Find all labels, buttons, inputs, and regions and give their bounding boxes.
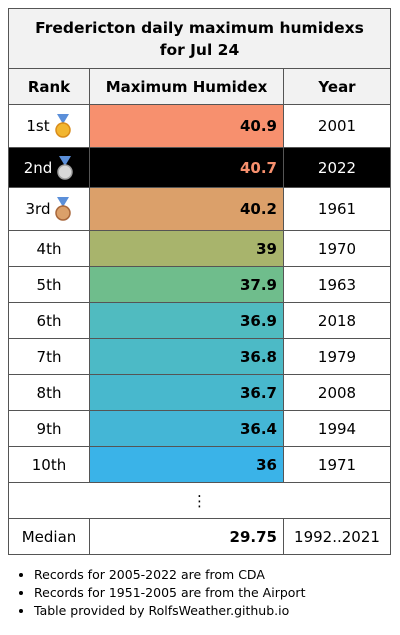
median-value: 29.75 [89, 518, 284, 555]
rank: 1st [26, 117, 50, 135]
median-years: 1992..2021 [283, 518, 391, 555]
humidex-value: 36.9 [89, 302, 284, 339]
humidex-value: 36.8 [89, 338, 284, 375]
humidex-value: 36 [89, 446, 284, 483]
year: 1979 [283, 338, 391, 375]
year: 2001 [283, 104, 391, 148]
rank-cell: 10th [8, 446, 90, 483]
rank-cell: 9th [8, 410, 90, 447]
year: 1994 [283, 410, 391, 447]
rank-cell: 8th [8, 374, 90, 411]
humidex-value: 39 [89, 230, 284, 267]
notes: Records for 2005-2022 are from CDARecord… [14, 566, 305, 620]
rank-cell: 4th [8, 230, 90, 267]
ellipsis: ⋮ [8, 482, 391, 519]
rank-cell: 3rd [8, 187, 90, 231]
table-title: Fredericton daily maximum humidexs for J… [8, 8, 391, 69]
rank: 9th [36, 419, 62, 438]
medal-icon [54, 114, 71, 138]
column-header: Year [283, 68, 391, 105]
rank: 8th [36, 383, 62, 402]
rank: 3rd [25, 200, 51, 218]
year: 1963 [283, 266, 391, 303]
rank: 5th [36, 275, 62, 294]
year: 2008 [283, 374, 391, 411]
year: 2018 [283, 302, 391, 339]
rank-cell: 2nd [8, 147, 90, 188]
year: 1971 [283, 446, 391, 483]
rank: 10th [31, 455, 67, 474]
humidex-value: 40.2 [89, 187, 284, 231]
medal-icon [55, 197, 72, 221]
median-label: Median [8, 518, 90, 555]
rank-cell: 1st [8, 104, 90, 148]
humidex-value: 40.7 [89, 147, 284, 188]
column-header: Maximum Humidex [89, 68, 284, 105]
rank: 2nd [23, 158, 53, 177]
humidex-value: 36.4 [89, 410, 284, 447]
column-header: Rank [8, 68, 90, 105]
year: 2022 [283, 147, 391, 188]
rank: 4th [36, 239, 62, 258]
rank-cell: 7th [8, 338, 90, 375]
humidex-value: 40.9 [89, 104, 284, 148]
year: 1970 [283, 230, 391, 267]
humidex-value: 36.7 [89, 374, 284, 411]
note: Records for 1951-2005 are from the Airpo… [34, 584, 305, 602]
humidex-value: 37.9 [89, 266, 284, 303]
rank: 7th [36, 347, 62, 366]
year: 1961 [283, 187, 391, 231]
note: Table provided by RolfsWeather.github.io [34, 602, 305, 620]
note: Records for 2005-2022 are from CDA [34, 566, 305, 584]
rank-cell: 6th [8, 302, 90, 339]
medal-icon [57, 155, 74, 180]
rank: 6th [36, 311, 62, 330]
rank-cell: 5th [8, 266, 90, 303]
